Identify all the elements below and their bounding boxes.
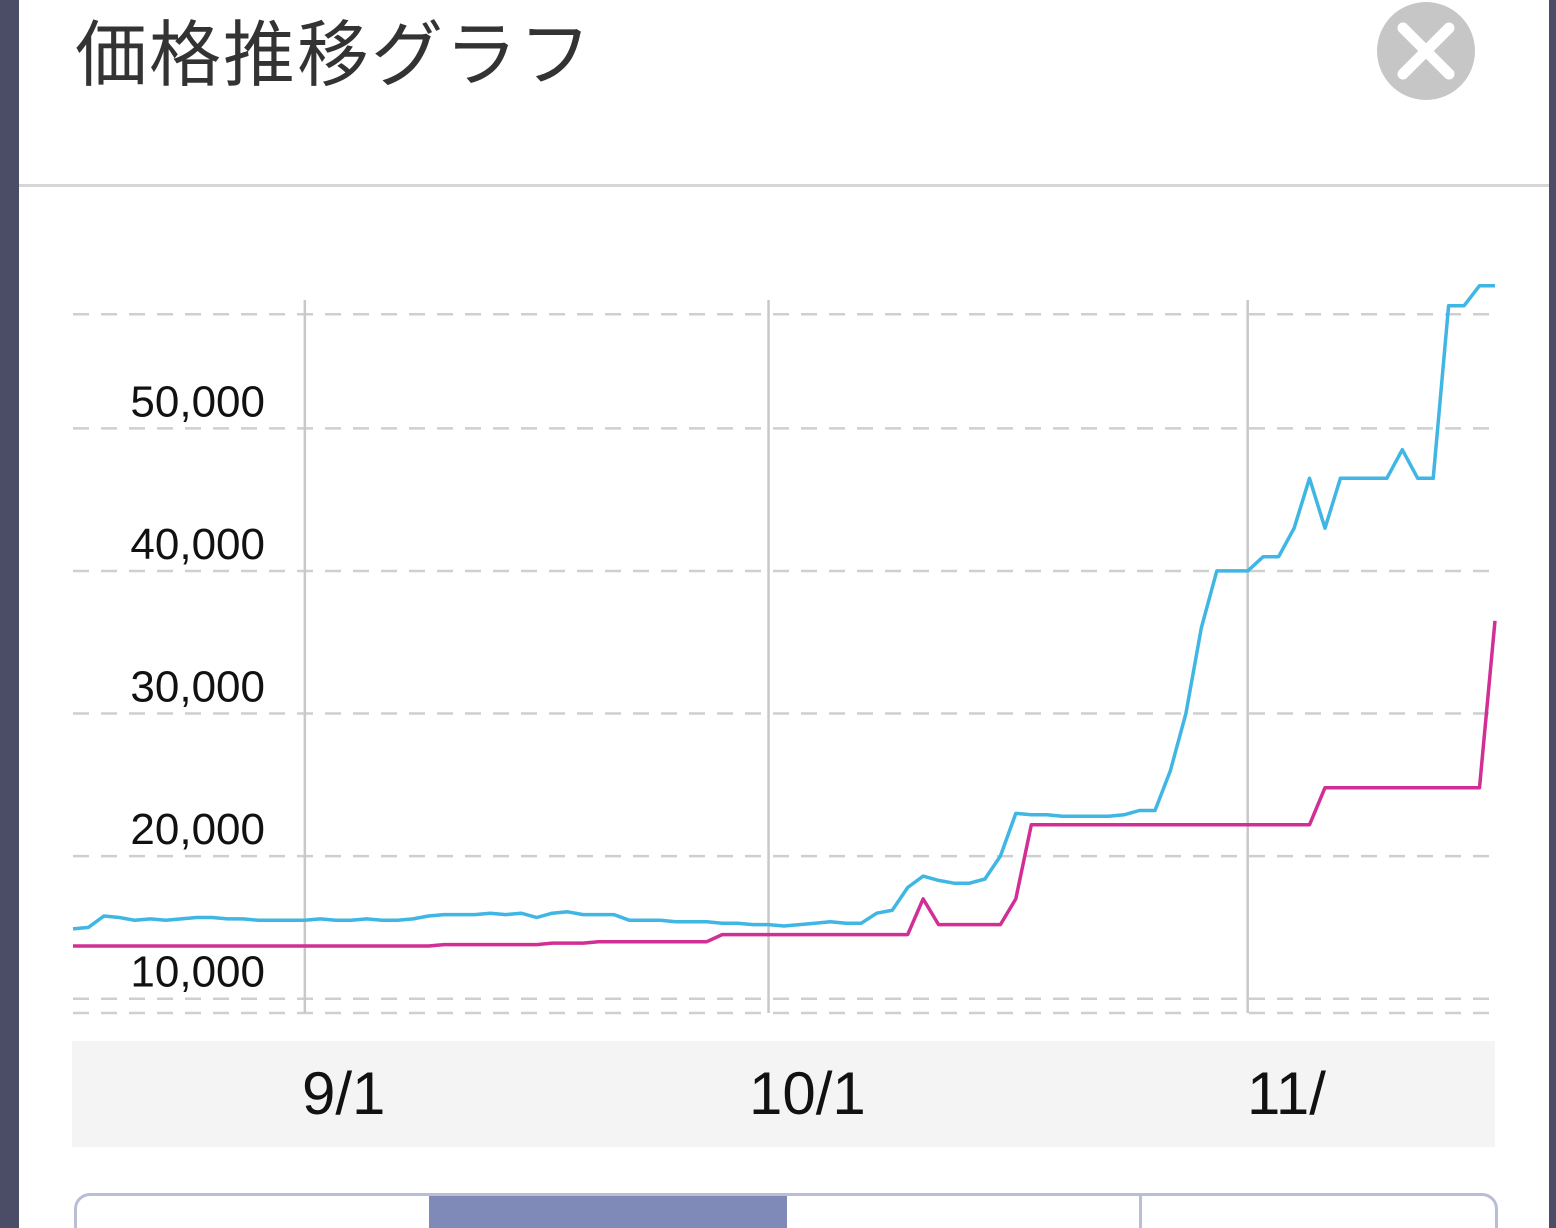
series-line-1	[72, 283, 1495, 931]
x-axis-label-bar: 9/1 10/1 11/	[72, 1041, 1495, 1147]
modal-title: 価格推移グラフ	[75, 13, 594, 97]
price-history-modal: 価格推移グラフ 10,000 20,000 30,000 40,000 50,000 9…	[19, 0, 1549, 1228]
y-tick-label: 50,000	[130, 377, 265, 426]
period-tab-2[interactable]	[429, 1196, 787, 1228]
series-line-2	[73, 620, 1497, 948]
x-tick-label: 9/1	[302, 1060, 386, 1127]
y-tick-label: 30,000	[130, 663, 265, 712]
price-line-chart: 10,000 20,000 30,000 40,000 50,000	[72, 283, 1497, 1015]
period-tab-1[interactable]	[77, 1196, 429, 1228]
y-tick-label: 10,000	[130, 948, 265, 997]
period-tabs	[74, 1193, 1498, 1228]
y-tick-label: 20,000	[130, 805, 265, 854]
x-tick-label: 11/	[1247, 1060, 1326, 1127]
period-tab-3[interactable]	[787, 1196, 1142, 1228]
close-icon	[1397, 22, 1455, 80]
modal-header: 価格推移グラフ	[19, 0, 1549, 187]
x-tick-label: 10/1	[749, 1060, 866, 1127]
y-tick-label: 40,000	[130, 520, 265, 569]
close-button[interactable]	[1377, 2, 1475, 100]
period-tab-4[interactable]	[1142, 1196, 1495, 1228]
